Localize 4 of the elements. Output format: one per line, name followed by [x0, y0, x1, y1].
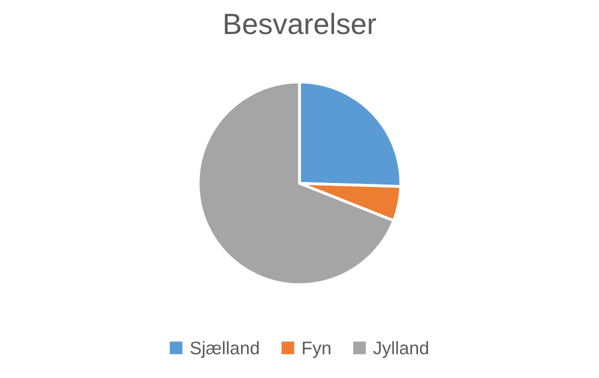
- legend-label: Sjælland: [190, 341, 259, 358]
- chart-title: Besvarelser: [224, 12, 376, 34]
- legend-label: Fyn: [302, 342, 330, 358]
- legend-label: Jylland: [373, 341, 428, 358]
